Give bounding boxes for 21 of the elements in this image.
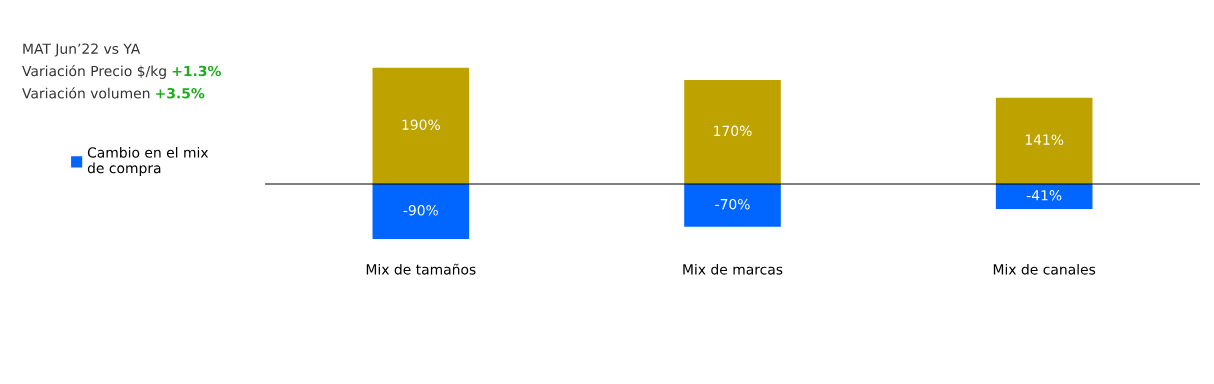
x-tick-label: Mix de tamaños (366, 263, 476, 275)
bar (995, 97, 1093, 184)
bar (684, 80, 781, 184)
data-label: -41% (1026, 190, 1062, 201)
text: Variación volumen (22, 87, 150, 99)
x-tick-label: Mix de canales (993, 263, 1096, 275)
bar (995, 183, 1093, 210)
text: MAT Jun’22 vs YA (23, 43, 141, 57)
bar (372, 183, 470, 239)
data-label: 170% (714, 125, 752, 137)
text: +1.3% (172, 65, 221, 77)
data-label: 141% (1025, 134, 1064, 145)
bar (372, 67, 470, 184)
data-label: -70% (715, 198, 750, 210)
text: Variación Precio $/kg (22, 64, 166, 79)
bar (684, 183, 781, 227)
x-tick-label: Mix de marcas (683, 263, 783, 275)
legend-label: Cambio en el mix de compra (87, 147, 209, 176)
data-label: 190% (402, 119, 440, 130)
data-label: -90% (403, 205, 439, 216)
text: +3.5% (156, 88, 205, 99)
